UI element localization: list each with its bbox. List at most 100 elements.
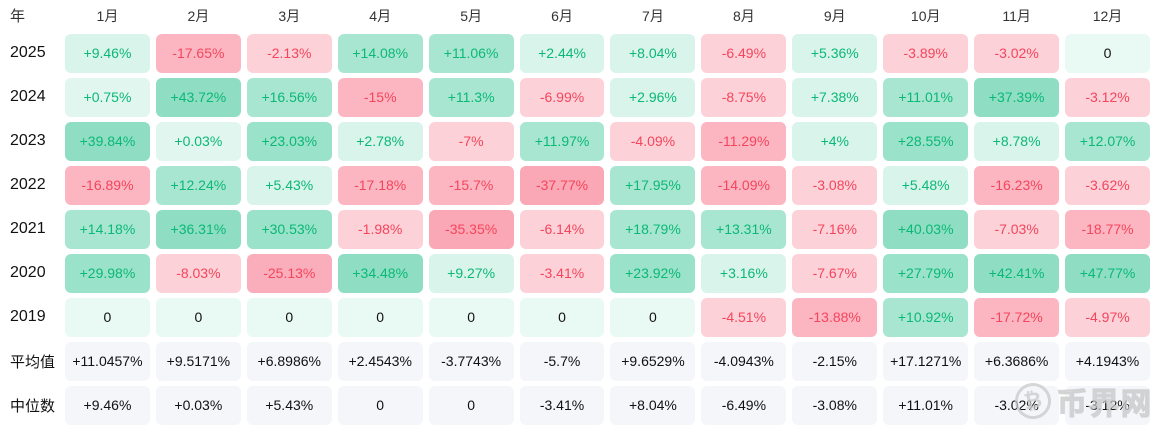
return-cell: -17.18% [337, 165, 423, 205]
row-label: 平均值 [10, 353, 56, 371]
return-cell: -35.35% [428, 209, 514, 249]
return-cell: -13.88% [792, 297, 878, 337]
return-cell: -6.14% [519, 209, 605, 249]
return-cell: +16.56% [246, 77, 332, 117]
return-cell: -7.16% [792, 209, 878, 249]
return-cell: -3.41% [519, 385, 605, 425]
return-cell: -8.75% [701, 77, 787, 117]
return-cell: 0 [428, 385, 514, 425]
return-cell: +8.04% [610, 385, 696, 425]
return-cell: +3.16% [701, 253, 787, 293]
return-cell: +17.1271% [883, 341, 969, 381]
return-cell: -6.99% [519, 77, 605, 117]
return-cell: +2.96% [610, 77, 696, 117]
table-row: 2019 0 0 0 0 0 0 0 -4.51% -13.88% +10.92% -17.72% -4… [0, 295, 1153, 339]
return-cell: -3.12% [1065, 77, 1150, 117]
row-label: 中位数 [10, 397, 56, 415]
return-cell: +11.97% [519, 121, 605, 161]
return-cell: +12.07% [1065, 121, 1150, 161]
month-header: 8月 [732, 7, 755, 24]
return-cell: +30.53% [246, 209, 332, 249]
table-row: 2025 +9.46% -17.65% -2.13% +14.08% +11.06% +2.… [0, 31, 1153, 75]
month-header: 7月 [642, 7, 664, 24]
month-header: 10月 [910, 7, 941, 24]
table-row: 中位数 +9.46% +0.03% +5.43% 0 0 -3.41% +8.04% -6.49… [0, 383, 1153, 427]
return-cell: -7.03% [974, 209, 1060, 249]
return-cell: -14.09% [701, 165, 787, 205]
return-cell: 0 [65, 297, 150, 337]
return-cell: -18.77% [1065, 209, 1150, 249]
return-cell: +11.0457% [65, 341, 150, 381]
return-cell: +28.55% [883, 121, 969, 161]
table-row: 2022 -16.89% +12.24% +5.43% -17.18% -15.7% -37… [0, 163, 1153, 207]
return-cell: -15% [337, 77, 423, 117]
return-cell: -4.97% [1065, 297, 1150, 337]
month-header: 6月 [551, 7, 573, 24]
return-cell: +18.79% [610, 209, 696, 249]
table-row: 2020 +29.98% -8.03% -25.13% +34.48% +9.27% -3.… [0, 251, 1153, 295]
return-cell: +27.79% [883, 253, 969, 293]
return-cell: +11.01% [883, 77, 969, 117]
return-cell: -3.02% [974, 33, 1060, 73]
return-cell: +29.98% [65, 253, 150, 293]
return-cell: +39.84% [65, 121, 150, 161]
return-cell: 0 [337, 385, 423, 425]
return-cell: -3.89% [883, 33, 969, 73]
return-cell: +13.31% [701, 209, 787, 249]
month-header: 11月 [1002, 7, 1031, 24]
row-label: 2021 [10, 220, 46, 237]
table-row: 平均值 +11.0457% +9.5171% +6.8986% +2.4543% -3.7… [0, 339, 1153, 383]
return-cell: +6.8986% [246, 341, 332, 381]
table-row: 2024 +0.75% +43.72% +16.56% -15% +11.3% -6.99%… [0, 75, 1153, 119]
return-cell: -3.12% [1065, 385, 1150, 425]
row-label: 2019 [10, 308, 46, 325]
return-cell: -1.98% [337, 209, 423, 249]
return-cell: -3.08% [792, 165, 878, 205]
row-label: 2024 [10, 88, 46, 105]
return-cell: +0.03% [155, 121, 241, 161]
return-cell: -4.09% [610, 121, 696, 161]
return-cell: -7% [428, 121, 514, 161]
return-cell: +11.01% [883, 385, 969, 425]
return-cell: -25.13% [246, 253, 332, 293]
return-cell: +10.92% [883, 297, 969, 337]
month-header: 12月 [1092, 7, 1123, 24]
return-cell: 0 [246, 297, 332, 337]
table-body: 2025 +9.46% -17.65% -2.13% +14.08% +11.06% +2.… [0, 31, 1153, 427]
month-header: 5月 [460, 7, 483, 24]
return-cell: +5.43% [246, 165, 332, 205]
return-cell: -6.49% [701, 33, 787, 73]
month-header: 2月 [187, 7, 210, 24]
return-cell: +2.78% [337, 121, 423, 161]
return-cell: 0 [519, 297, 605, 337]
return-cell: -16.23% [974, 165, 1060, 205]
return-cell: 0 [610, 297, 696, 337]
return-cell: -4.51% [701, 297, 787, 337]
return-cell: +11.3% [428, 77, 514, 117]
return-cell: +9.46% [65, 33, 150, 73]
return-cell: +7.38% [792, 77, 878, 117]
return-cell: +14.08% [337, 33, 423, 73]
return-cell: +6.3686% [974, 341, 1060, 381]
month-header: 4月 [369, 7, 392, 24]
row-label: 2025 [10, 44, 46, 61]
return-cell: +2.44% [519, 33, 605, 73]
return-cell: +12.24% [155, 165, 241, 205]
return-cell: -11.29% [701, 121, 787, 161]
return-cell: +8.04% [610, 33, 696, 73]
month-header: 9月 [823, 7, 846, 24]
month-header: 1月 [96, 7, 119, 24]
return-cell: -8.03% [155, 253, 241, 293]
table-header-row: 年 1月 2月 3月 4月 5月 6月 7月 8月 9月 10月 11月 12月 [0, 0, 1153, 31]
return-cell: +0.75% [65, 77, 150, 117]
year-column-header: 年 [10, 8, 26, 25]
return-cell: 0 [337, 297, 423, 337]
return-cell: -3.62% [1065, 165, 1150, 205]
return-cell: 0 [155, 297, 241, 337]
return-cell: -17.72% [974, 297, 1060, 337]
return-cell: 0 [428, 297, 514, 337]
row-label: 2022 [10, 176, 46, 193]
return-cell: -7.67% [792, 253, 878, 293]
return-cell: +8.78% [974, 121, 1060, 161]
